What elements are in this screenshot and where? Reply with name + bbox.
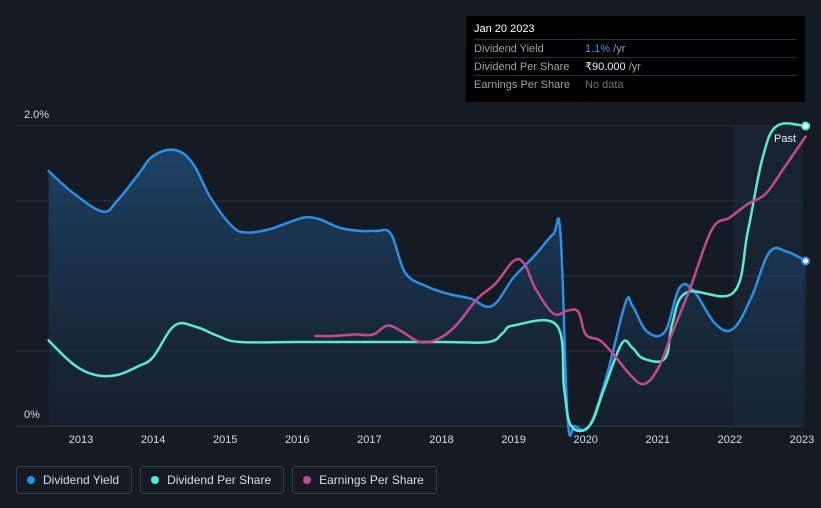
x-tick-label: 2018 — [429, 434, 453, 446]
legend-label: Earnings Per Share — [319, 473, 424, 487]
x-tick-label: 2017 — [357, 434, 381, 446]
legend-item-dividend-per-share[interactable]: Dividend Per Share — [140, 466, 285, 494]
x-tick-label: 2023 — [790, 434, 814, 446]
legend-label: Dividend Yield — [43, 473, 120, 487]
tooltip-unit: /yr — [610, 42, 626, 55]
tooltip-label: Earnings Per Share — [474, 78, 570, 91]
y-axis-bottom-label: 0% — [24, 409, 40, 421]
x-tick-label: 2013 — [69, 434, 93, 446]
legend-dot-icon — [303, 476, 312, 484]
x-tick-label: 2022 — [718, 434, 742, 446]
tooltip-label: Dividend Yield — [474, 42, 544, 55]
series-area-dividend-yield — [48, 149, 806, 436]
x-tick-label: 2015 — [213, 434, 237, 446]
series-line-dividend-yield — [47, 148, 807, 437]
legend-item-earnings-per-share[interactable]: Earnings Per Share — [292, 466, 437, 494]
x-tick-label: 2019 — [501, 434, 525, 446]
x-tick-label: 2021 — [646, 434, 670, 446]
chart-legend: Dividend Yield Dividend Per Share Earnin… — [16, 466, 437, 494]
legend-dot-icon — [27, 476, 35, 484]
tooltip-value-wrap: No data — [585, 79, 624, 91]
tooltip-unit: /yr — [625, 61, 641, 73]
tooltip-row-dividend-per-share: Dividend Per Share ₹90.000 /yr — [474, 57, 797, 75]
tooltip-value: No data — [585, 78, 624, 91]
tooltip-value: ₹90.000 — [585, 61, 626, 73]
series-line-earnings-per-share — [314, 135, 807, 386]
tooltip-row-earnings-per-share: Earnings Per Share No data — [474, 75, 797, 93]
x-tick-label: 2016 — [285, 434, 309, 446]
x-tick-label: 2020 — [573, 434, 597, 446]
x-tick-label: 2014 — [141, 434, 165, 446]
tooltip-value-wrap: 1.1% /yr — [585, 43, 625, 55]
end-marker-dividend-per-share — [801, 121, 811, 131]
y-axis-top-label: 2.0% — [24, 109, 49, 121]
tooltip-row-dividend-yield: Dividend Yield 1.1% /yr — [474, 39, 797, 57]
tooltip-value-wrap: ₹90.000 /yr — [585, 60, 641, 73]
series-line-dividend-per-share — [47, 122, 807, 433]
legend-item-dividend-yield[interactable]: Dividend Yield — [16, 466, 133, 494]
tooltip-value: 1.1% — [585, 42, 611, 55]
tooltip-panel: Jan 20 2023 Dividend Yield 1.1% /yr Divi… — [466, 16, 805, 102]
legend-label: Dividend Per Share — [167, 473, 272, 487]
tooltip-date: Jan 20 2023 — [474, 23, 535, 35]
end-marker-dividend-yield — [801, 256, 811, 266]
legend-dot-icon — [151, 476, 160, 484]
tooltip-label: Dividend Per Share — [474, 60, 570, 73]
past-label: Past — [774, 133, 796, 145]
